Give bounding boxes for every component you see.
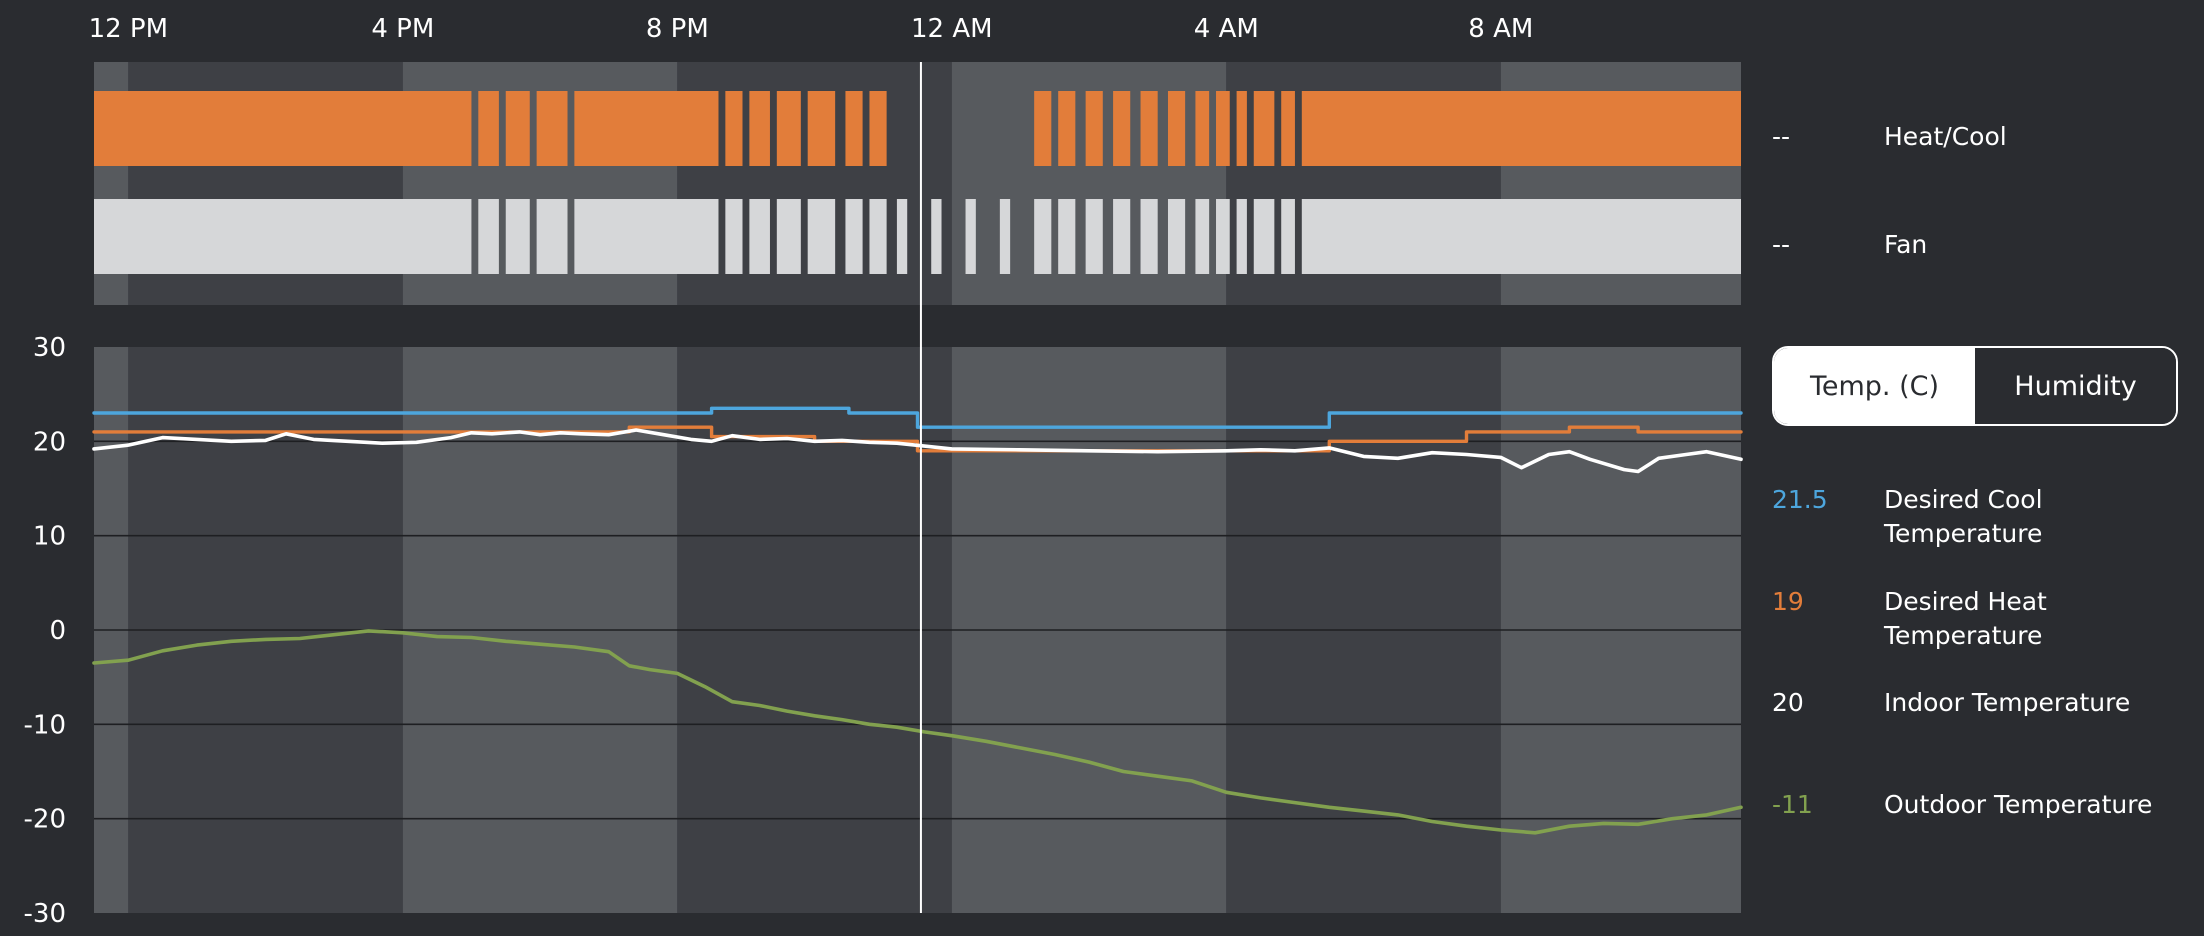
metric-toggle: Temp. (C) Humidity (1772, 346, 2178, 426)
heat-cool-activity-segment (1058, 91, 1076, 166)
y-tick-label: 20 (33, 427, 66, 457)
heat-cool-activity-segment (1301, 91, 1741, 166)
heat-cool-activity-segment (807, 91, 836, 166)
desired-heat-value: 19 (1772, 587, 1804, 616)
fan-activity-segment (1236, 199, 1247, 274)
heat-cool-activity-segment (1085, 91, 1103, 166)
y-tick-label: -10 (24, 710, 66, 740)
fan-activity-segment (869, 199, 887, 274)
y-tick-label: -20 (24, 805, 66, 835)
desired-cool-line (92, 406, 1743, 429)
indoor-temperature-line (92, 428, 1743, 474)
time-label: 8 PM (646, 14, 709, 44)
fan-activity-segment (536, 199, 568, 274)
heat-cool-value: -- (1772, 122, 1791, 151)
fan-activity-segment (1113, 199, 1131, 274)
fan-activity-segment (749, 199, 770, 274)
indoor-label: Indoor Temperature (1884, 688, 2131, 717)
fan-activity-segment (505, 199, 530, 274)
time-axis-labels: 12 PM 4 PM 8 PM 12 AM 4 AM 8 AM (89, 14, 1534, 44)
heat-cool-activity-segment (1140, 91, 1158, 166)
humidity-toggle-button[interactable]: Humidity (1975, 348, 2176, 424)
activity-panel (94, 62, 1741, 305)
fan-activity-segment (1140, 199, 1158, 274)
y-tick-label: -30 (24, 899, 66, 929)
heat-cool-activity-segment (536, 91, 568, 166)
fan-value: -- (1772, 230, 1791, 259)
fan-activity-segment (1195, 199, 1210, 274)
heat-cool-activity-segment (94, 91, 472, 166)
fan-activity-segment (1058, 199, 1076, 274)
heat-cool-activity-segment (1195, 91, 1210, 166)
desired-cool-value: 21.5 (1772, 485, 1828, 514)
time-label: 12 AM (911, 14, 993, 44)
heat-cool-activity-segment (1253, 91, 1275, 166)
fan-label: Fan (1884, 230, 1928, 259)
temperature-plot (92, 347, 1743, 913)
fan-activity-segment (1167, 199, 1186, 274)
fan-activity-segment (725, 199, 743, 274)
heat-cool-activity-segment (749, 91, 770, 166)
time-label: 8 AM (1468, 14, 1533, 44)
fan-activity-segment (478, 199, 499, 274)
fan-activity-segment (931, 199, 942, 274)
heat-cool-activity-segment (725, 91, 743, 166)
fan-activity-segment (94, 199, 472, 274)
y-axis-ticks: 30 20 10 0 -10 -20 -30 (24, 333, 66, 929)
y-tick-label: 0 (49, 616, 66, 646)
heat-cool-activity-segment (505, 91, 530, 166)
time-label: 4 PM (371, 14, 434, 44)
fan-activity-segment (1281, 199, 1295, 274)
fan-activity-segment (965, 199, 976, 274)
indoor-value: 20 (1772, 688, 1804, 717)
heat-cool-activity-segment (845, 91, 863, 166)
outdoor-label: Outdoor Temperature (1884, 790, 2153, 819)
fan-activity-segment (999, 199, 1011, 274)
fan-activity-segment (776, 199, 801, 274)
desired-cool-label: Desired Cool Temperature (1884, 485, 2043, 548)
heat-cool-activity-segment (574, 91, 719, 166)
fan-activity-segment (807, 199, 836, 274)
outdoor-value: -11 (1772, 790, 1813, 819)
heat-cool-activity-segment (478, 91, 499, 166)
outdoor-temperature-line (92, 629, 1743, 835)
heat-cool-activity-segment (1281, 91, 1295, 166)
heat-cool-activity-segment (869, 91, 887, 166)
heat-cool-activity-segment (1236, 91, 1247, 166)
heat-cool-activity-segment (1216, 91, 1230, 166)
heat-cool-activity-segment (1113, 91, 1131, 166)
y-tick-label: 30 (33, 333, 66, 363)
time-label: 4 AM (1194, 14, 1259, 44)
fan-activity-segment (845, 199, 863, 274)
heat-cool-activity-segment (1167, 91, 1186, 166)
fan-activity-segment (574, 199, 719, 274)
heat-cool-activity-segment (1034, 91, 1052, 166)
time-label: 12 PM (89, 14, 168, 44)
heat-cool-activity-segment (776, 91, 801, 166)
heat-cool-label: Heat/Cool (1884, 122, 2007, 151)
fan-activity-segment (1253, 199, 1275, 274)
fan-activity-segment (896, 199, 908, 274)
y-tick-label: 10 (33, 522, 66, 552)
temperature-toggle-button[interactable]: Temp. (C) (1774, 348, 1975, 424)
fan-activity-segment (1034, 199, 1052, 274)
desired-heat-label: Desired Heat Temperature (1884, 587, 2047, 650)
fan-activity-segment (1216, 199, 1230, 274)
fan-activity-segment (1301, 199, 1741, 274)
fan-activity-segment (1085, 199, 1103, 274)
